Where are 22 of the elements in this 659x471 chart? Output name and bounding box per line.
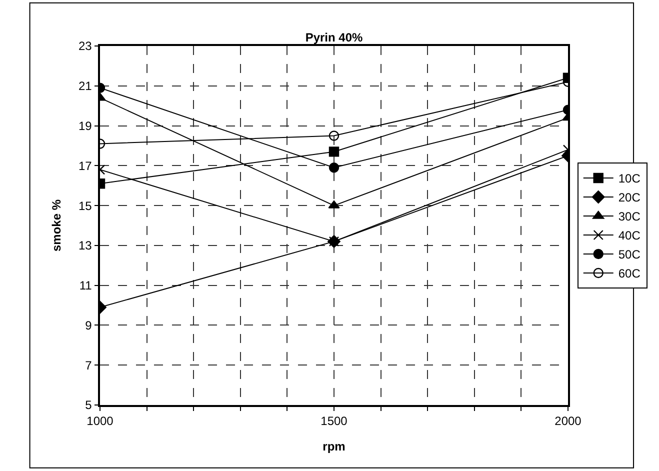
- x-tick-label: 1500: [320, 414, 348, 428]
- y-tick-label: 7: [85, 358, 92, 372]
- legend-label: 20C: [618, 190, 641, 205]
- y-tick-label: 11: [79, 278, 92, 293]
- y-tick-label: 19: [78, 118, 92, 133]
- chart-title: Pyrin 40%: [305, 30, 364, 44]
- y-tick-label: 5: [85, 398, 92, 412]
- y-tick-label: 17: [78, 158, 92, 173]
- legend-label: 30C: [618, 210, 641, 224]
- x-tick-label: 2000: [554, 414, 582, 428]
- y-tick-label: 23: [78, 39, 92, 54]
- legend-label: 50C: [618, 248, 641, 262]
- x-axis-title: rpm: [322, 440, 346, 454]
- y-tick-label: 13: [78, 238, 92, 253]
- x-tick-label: 1000: [86, 414, 114, 428]
- y-tick-label: 9: [85, 318, 92, 332]
- y-axis-title: smoke %: [49, 199, 64, 252]
- y-tick-label: 21: [78, 79, 92, 94]
- y-tick-label: 15: [78, 198, 92, 213]
- legend-label: 10C: [618, 172, 641, 186]
- legend-label: 60C: [618, 266, 641, 281]
- legend-label: 40C: [618, 228, 641, 243]
